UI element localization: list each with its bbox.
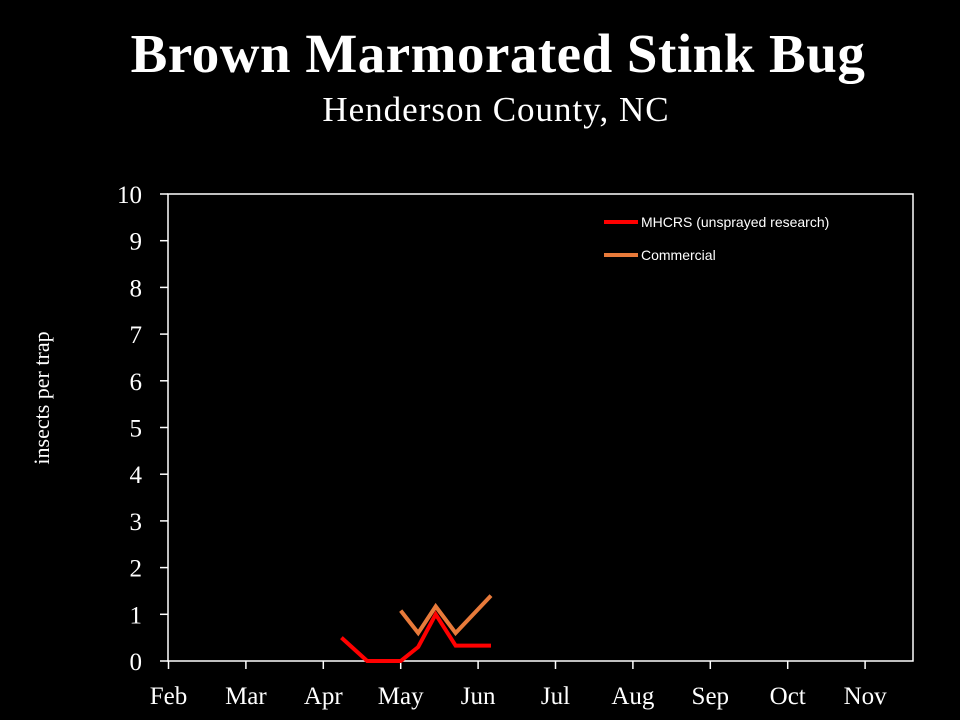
chart-title: Brown Marmorated Stink Bug	[130, 23, 866, 84]
y-tick-label: 1	[130, 602, 143, 629]
y-tick-label: 2	[130, 556, 143, 583]
y-tick-label: 6	[130, 369, 143, 396]
y-tick-label: 0	[130, 649, 143, 676]
x-tick-label: Sep	[692, 683, 730, 710]
legend-label: Commercial	[641, 247, 716, 263]
series-line-commercial	[399, 594, 493, 637]
x-tick-label: May	[378, 683, 424, 710]
y-tick-label: 5	[130, 416, 143, 443]
chart-subtitle: Henderson County, NC	[322, 90, 670, 129]
x-tick-label: Apr	[304, 683, 344, 710]
y-tick-label: 7	[130, 322, 143, 349]
legend-label: MHCRS (unsprayed research)	[641, 214, 829, 230]
y-tick-label: 3	[130, 509, 143, 536]
plot-area	[167, 193, 914, 662]
x-tick-label: Jun	[461, 683, 496, 710]
x-tick-label: Mar	[225, 683, 267, 710]
x-tick-label: Aug	[611, 683, 655, 710]
y-tick-label: 9	[130, 229, 143, 256]
x-tick-label: Jul	[541, 683, 570, 710]
x-tick-label: Oct	[770, 683, 806, 710]
y-tick-label: 8	[130, 275, 143, 302]
series-line-mhcrs	[340, 610, 491, 663]
y-tick-label: 4	[130, 462, 143, 489]
x-tick-label: Feb	[150, 683, 188, 710]
x-tick-label: Nov	[844, 683, 888, 710]
y-tick-label: 10	[117, 182, 142, 209]
